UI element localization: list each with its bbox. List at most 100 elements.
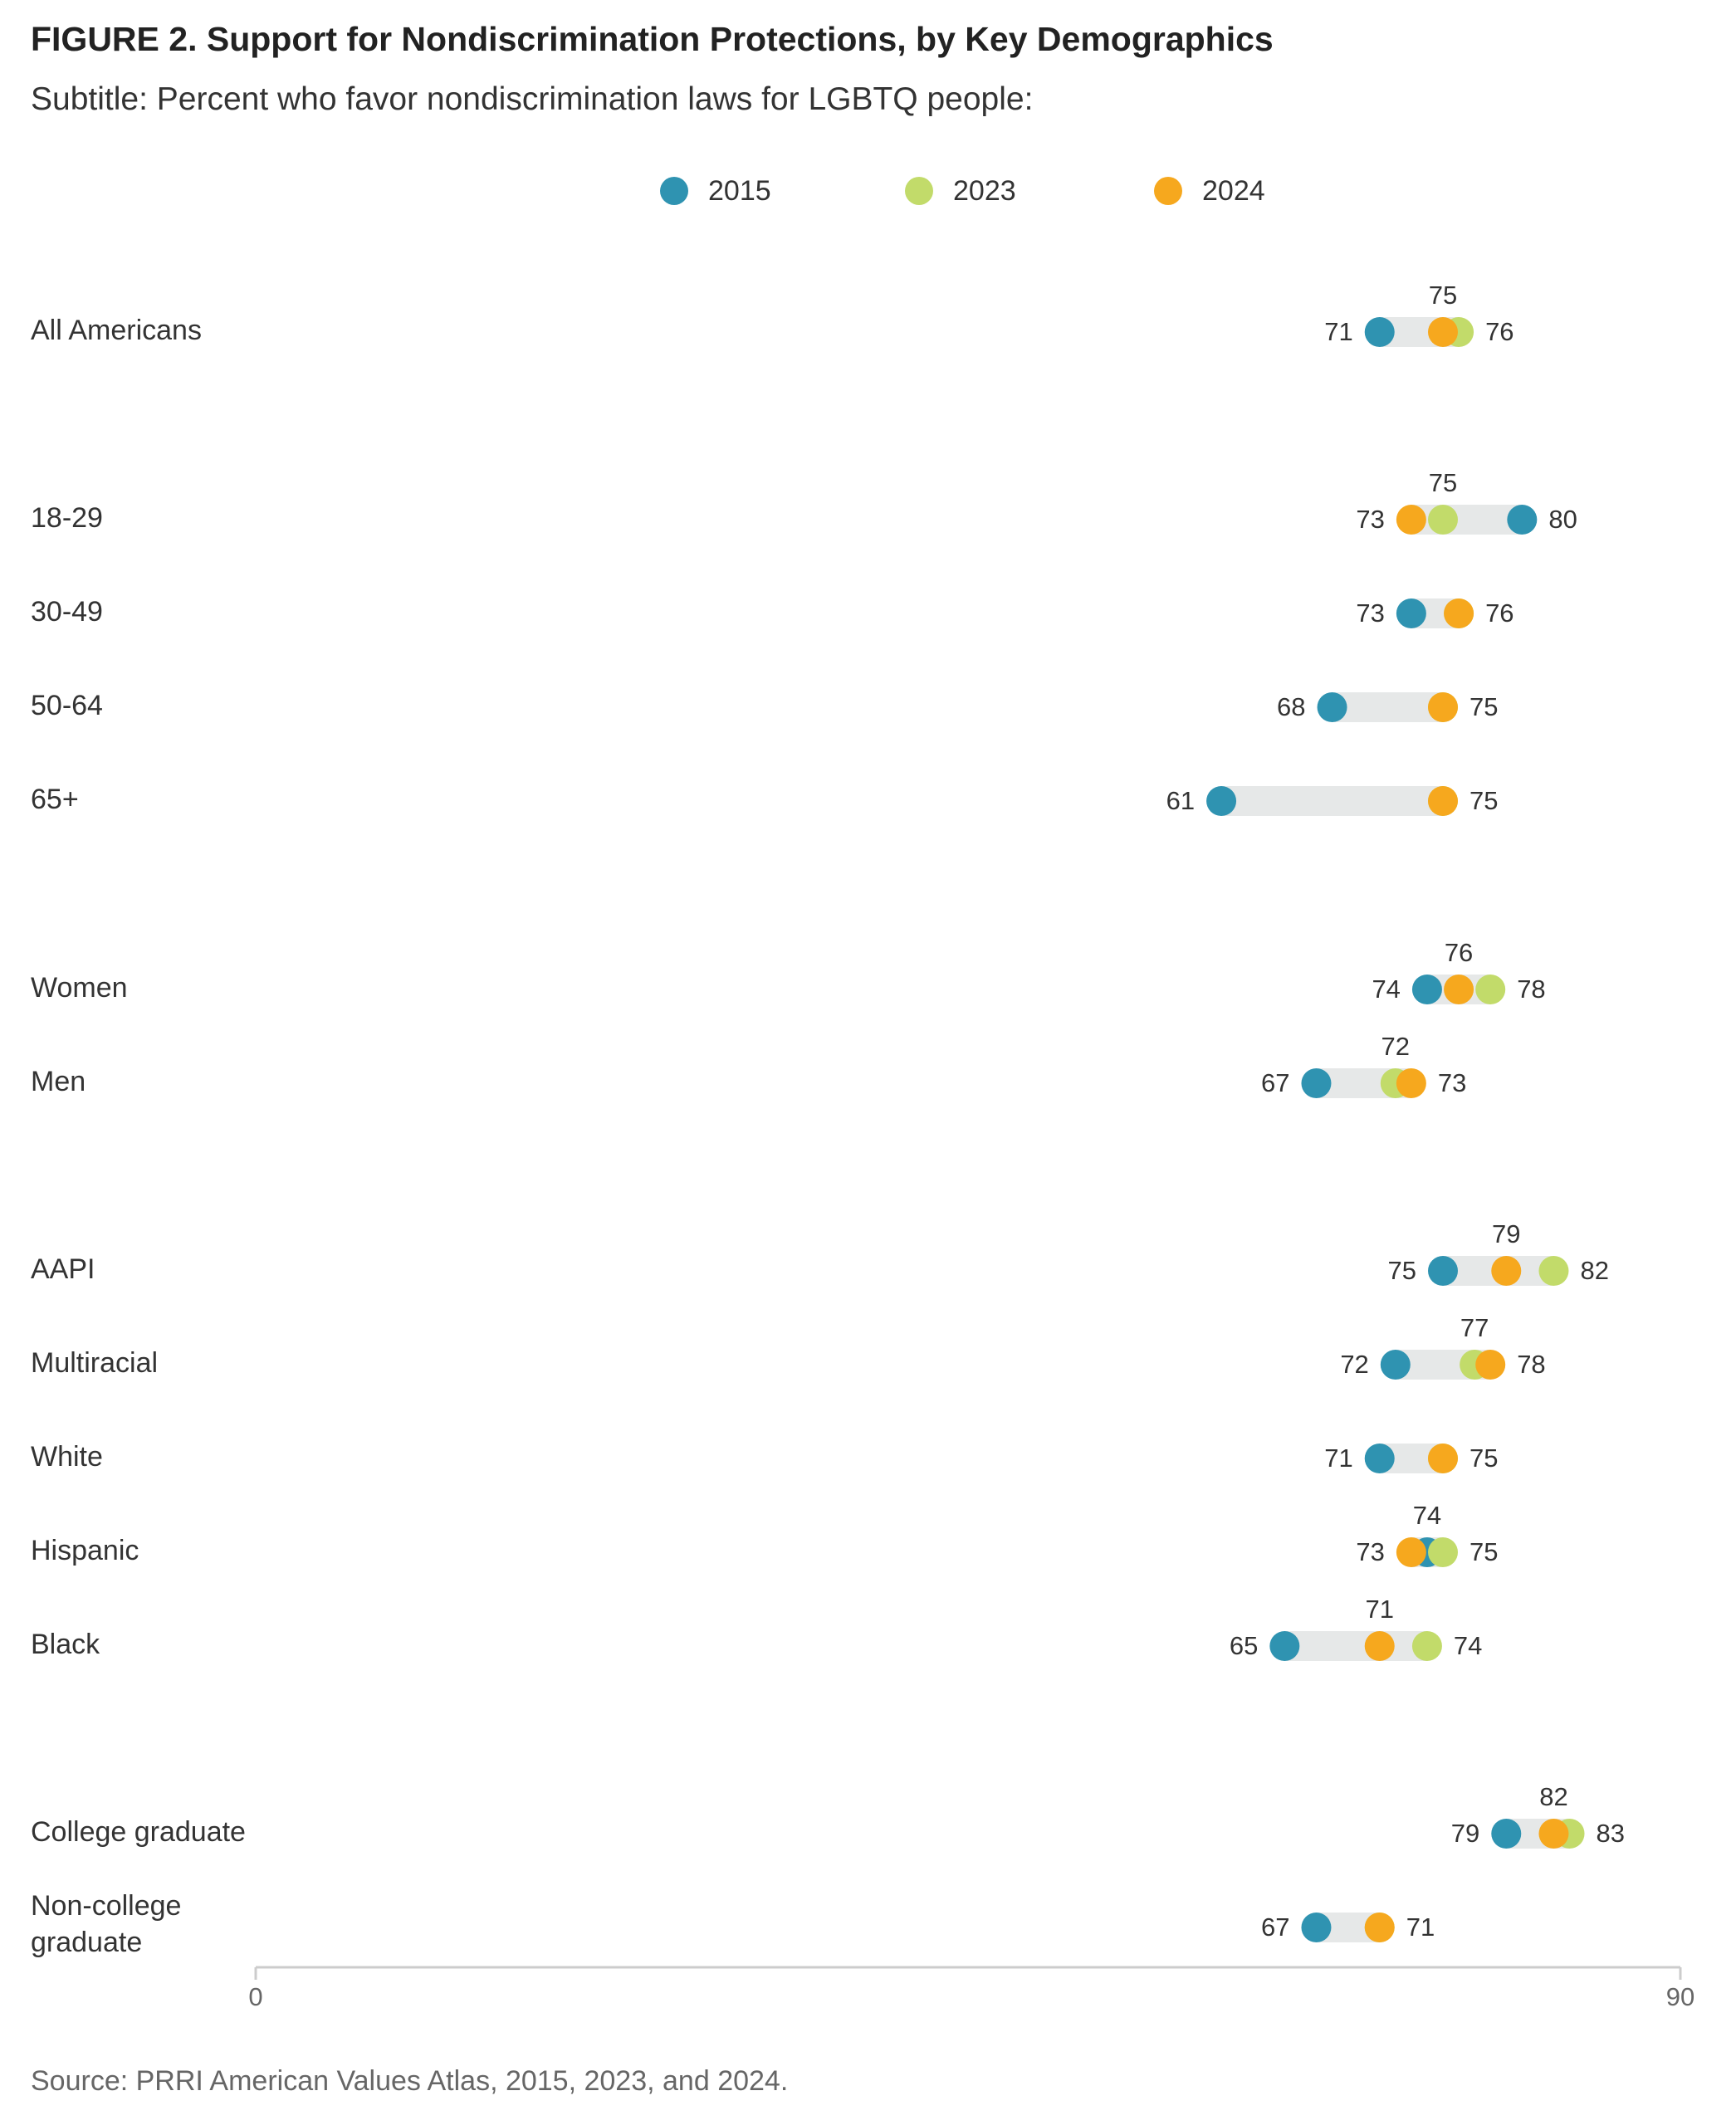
dot-2024-50-64: [1428, 692, 1458, 722]
dot-2024-hispanic: [1396, 1537, 1426, 1567]
value-label-2024-hispanic: 73: [1356, 1537, 1384, 1566]
value-label-2015-college-graduate: 79: [1451, 1819, 1479, 1848]
page-title: FIGURE 2. Support for Nondiscrimination …: [31, 20, 1274, 58]
dot-2023-hispanic: [1428, 1537, 1458, 1567]
value-label-2023-hispanic: 75: [1469, 1537, 1498, 1566]
row-label-black: Black: [31, 1629, 100, 1660]
value-label-2024-multiracial: 78: [1517, 1350, 1545, 1379]
value-label-2023-all-americans: 76: [1485, 317, 1513, 346]
dot-2024-18-29: [1396, 505, 1426, 535]
dot-2024-non-college-graduate: [1364, 1912, 1395, 1942]
legend-swatch-2015: [660, 177, 688, 205]
source-note: Source: PRRI American Values Atlas, 2015…: [31, 2065, 789, 2097]
row-label-50-64: 50-64: [31, 690, 103, 721]
value-label-2024-women: 76: [1445, 938, 1473, 967]
range-bar-50-64: [1332, 692, 1443, 722]
dot-2015-non-college-graduate: [1301, 1912, 1332, 1942]
value-label-2024-65: 75: [1469, 786, 1498, 815]
value-label-2015-30-49: 73: [1356, 598, 1384, 628]
row-label-all-americans: All Americans: [31, 315, 202, 346]
dot-2015-multiracial: [1380, 1350, 1411, 1380]
value-label-2024-non-college-graduate: 71: [1406, 1912, 1435, 1942]
dot-2024-30-49: [1444, 598, 1474, 628]
row-label-18-29: 18-29: [31, 502, 103, 534]
dot-2023-women: [1475, 975, 1506, 1004]
value-label-2023-18-29: 75: [1429, 468, 1457, 497]
value-label-2023-men: 72: [1381, 1032, 1410, 1061]
value-label-2015-non-college-graduate: 67: [1261, 1912, 1289, 1942]
dot-2024-all-americans: [1428, 317, 1458, 347]
dot-2024-multiracial: [1475, 1350, 1506, 1380]
row-label-65: 65+: [31, 784, 79, 815]
dot-2015-all-americans: [1364, 317, 1395, 347]
dot-2024-black: [1364, 1631, 1395, 1661]
dot-2023-aapi: [1538, 1256, 1569, 1286]
value-label-2015-18-29: 80: [1548, 505, 1577, 534]
value-label-2015-all-americans: 71: [1324, 317, 1352, 346]
dot-2023-black: [1411, 1631, 1442, 1661]
row-label-women: Women: [31, 972, 128, 1004]
row-label-white: White: [31, 1441, 103, 1473]
x-tick-label-90: 90: [1666, 1982, 1694, 2011]
legend-label-2015: 2015: [708, 174, 771, 207]
value-label-2024-30-49: 76: [1485, 598, 1513, 628]
dot-2015-college-graduate: [1491, 1819, 1522, 1849]
value-label-2024-white: 75: [1469, 1444, 1498, 1473]
value-label-2023-multiracial: 77: [1460, 1313, 1489, 1342]
range-bar-65: [1221, 786, 1443, 816]
dot-2024-65: [1428, 786, 1458, 816]
legend-swatch-2024: [1154, 177, 1182, 205]
value-label-2023-college-graduate: 83: [1597, 1819, 1625, 1848]
legend-label-2024: 2024: [1202, 174, 1265, 207]
dot-2015-65: [1206, 786, 1237, 816]
value-label-2015-65: 61: [1166, 786, 1195, 815]
dot-2015-white: [1364, 1444, 1395, 1473]
value-label-2015-black: 65: [1230, 1631, 1258, 1660]
legend-label-2023: 2023: [953, 174, 1016, 207]
legend-item-2023: 2023: [905, 174, 1016, 208]
row-label-aapi: AAPI: [31, 1253, 95, 1285]
value-label-2023-aapi: 82: [1580, 1256, 1608, 1285]
value-label-2024-black: 71: [1365, 1595, 1393, 1624]
x-tick-label-0: 0: [248, 1982, 262, 2011]
value-label-2015-white: 71: [1324, 1444, 1352, 1473]
value-label-2015-50-64: 68: [1277, 692, 1305, 721]
dot-plot-chart: All Americans 71 76 75 18-29 73 80 75 30-49 73 76 5…: [31, 281, 1694, 2011]
row-label-men: Men: [31, 1066, 86, 1097]
dot-2015-30-49: [1396, 598, 1426, 628]
range-bar-black: [1284, 1631, 1427, 1661]
dot-2015-men: [1301, 1068, 1332, 1098]
value-label-2015-aapi: 75: [1388, 1256, 1416, 1285]
dot-2024-men: [1396, 1068, 1426, 1098]
dot-2015-aapi: [1428, 1256, 1458, 1286]
value-label-2024-all-americans: 75: [1429, 281, 1457, 310]
dot-2024-women: [1444, 975, 1474, 1004]
legend-item-2024: 2024: [1154, 174, 1265, 208]
row-label-non-college-graduate: Non-college graduate: [31, 1890, 181, 1958]
page-subtitle: Subtitle: Percent who favor nondiscrimin…: [31, 81, 1034, 117]
row-label-hispanic: Hispanic: [31, 1535, 139, 1566]
value-label-2024-aapi: 79: [1492, 1219, 1520, 1248]
value-label-2024-college-graduate: 82: [1539, 1782, 1567, 1811]
dot-2015-black: [1269, 1631, 1300, 1661]
dot-2024-college-graduate: [1538, 1819, 1569, 1849]
value-label-2015-hispanic: 74: [1413, 1501, 1441, 1530]
row-label-30-49: 30-49: [31, 596, 103, 628]
range-bar-18-29: [1411, 505, 1523, 535]
value-label-2015-men: 67: [1261, 1068, 1289, 1097]
dot-2015-18-29: [1507, 505, 1538, 535]
value-label-2015-women: 74: [1372, 975, 1400, 1004]
dot-2015-women: [1411, 975, 1442, 1004]
value-label-2023-black: 74: [1454, 1631, 1482, 1660]
row-label-college-graduate: College graduate: [31, 1816, 246, 1848]
legend-swatch-2023: [905, 177, 933, 205]
row-label-multiracial: Multiracial: [31, 1347, 158, 1379]
value-label-2024-50-64: 75: [1469, 692, 1498, 721]
legend-item-2015: 2015: [660, 174, 771, 208]
dot-2024-aapi: [1491, 1256, 1522, 1286]
value-label-2023-women: 78: [1517, 975, 1545, 1004]
dot-2015-50-64: [1317, 692, 1347, 722]
value-label-2024-men: 73: [1438, 1068, 1466, 1097]
value-label-2024-18-29: 73: [1356, 505, 1384, 534]
dot-2024-white: [1428, 1444, 1458, 1473]
